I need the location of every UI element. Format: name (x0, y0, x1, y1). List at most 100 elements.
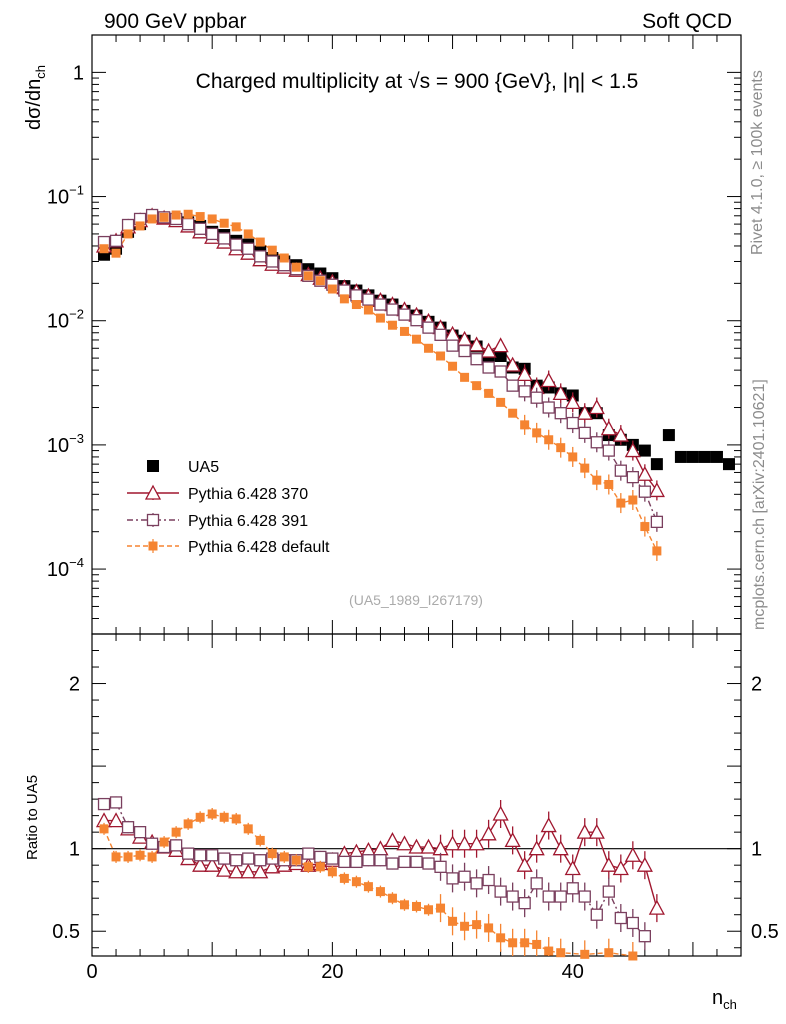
ratio-point-pdef (363, 882, 373, 892)
ratio-point-pdef (219, 812, 229, 822)
point-p370 (600, 420, 617, 436)
ratio-point-pdef (375, 887, 385, 897)
ratio-point-p391 (422, 857, 435, 870)
ratio-point-p391 (242, 852, 255, 865)
ratio-point-pdef (279, 852, 289, 862)
point-pdef (399, 326, 409, 336)
series-line-pdef (103, 213, 658, 552)
legend-label: UA5 (188, 459, 219, 476)
point-p391 (422, 321, 435, 334)
ratio-point-p370 (408, 838, 425, 854)
ratio-point-pdef (291, 855, 301, 865)
ratio-point-pdef (448, 916, 458, 926)
ratio-point-p370 (648, 899, 665, 915)
ratio-point-pdef (460, 921, 470, 931)
point-data (662, 429, 675, 442)
series-line-p391 (103, 214, 658, 523)
ratio-tick-label-right: 0.5 (751, 921, 779, 943)
point-pdef (111, 248, 121, 258)
point-pdef (303, 271, 313, 281)
ratio-point-p370 (552, 840, 569, 856)
ratio-tick-label: 2 (69, 674, 80, 696)
point-pdef (183, 209, 193, 219)
ratio-frame (91, 633, 742, 957)
point-p391 (254, 250, 267, 263)
legend-label: Pythia 6.428 default (188, 539, 330, 556)
point-p391 (650, 515, 664, 529)
point-pdef (375, 313, 385, 323)
ratio-point-p391 (133, 826, 147, 839)
ratio-point-pdef (339, 873, 349, 883)
ratio-tick-label: 1 (69, 839, 80, 861)
ratio-point-pdef (472, 920, 482, 930)
point-p391 (554, 407, 567, 420)
point-pdef (496, 397, 506, 407)
ratio-point-p391 (602, 885, 615, 898)
point-pdef (219, 218, 229, 228)
ratio-point-p370 (228, 863, 245, 879)
ratio-point-p391 (542, 890, 555, 903)
point-p370 (504, 356, 521, 372)
point-pdef (147, 214, 157, 224)
ratio-point-p391 (566, 882, 579, 895)
point-p391 (242, 242, 255, 255)
svg-text:dσ/dnch: dσ/dnch (23, 65, 48, 130)
point-p391 (482, 361, 495, 374)
point-pdef (363, 305, 373, 315)
ratio-point-p391 (97, 797, 111, 811)
ratio-point-p391 (362, 854, 375, 867)
point-pdef (628, 495, 638, 505)
ratio-point-pdef (111, 852, 121, 862)
point-p391 (206, 227, 219, 241)
point-p391 (530, 391, 543, 404)
point-pdef (123, 229, 133, 239)
point-pdef (448, 361, 458, 371)
ratio-point-pdef (243, 824, 253, 834)
legend-marker-p370 (144, 484, 162, 500)
ratio-point-pdef (231, 814, 241, 824)
ratio-point-pdef (207, 809, 217, 819)
point-p391 (578, 426, 591, 440)
ratio-point-pdef (532, 939, 542, 949)
ratio-point-p370 (216, 861, 233, 877)
y-tick-label: 10−1 (47, 183, 84, 209)
point-pdef (171, 210, 181, 220)
ratio-point-pdef (496, 933, 506, 943)
y-tick-label: 10−2 (47, 307, 84, 333)
point-p370 (516, 365, 533, 381)
point-p391 (410, 314, 423, 327)
point-p391 (518, 385, 531, 398)
point-pdef (460, 372, 470, 382)
ratio-point-p391 (614, 911, 627, 925)
ratio-tick-label-right: 1 (751, 839, 762, 861)
point-pdef (279, 253, 289, 263)
point-pdef (532, 428, 542, 438)
ratio-point-p370 (576, 823, 593, 839)
ratio-point-p370 (264, 858, 281, 874)
ratio-point-p370 (468, 835, 485, 851)
point-pdef (267, 245, 277, 255)
point-data (494, 349, 507, 362)
ratio-point-p370 (444, 835, 461, 851)
ratio-point-p391 (181, 847, 195, 860)
ratio-point-pdef (315, 862, 325, 872)
ratio-point-p391 (350, 855, 363, 869)
point-p391 (350, 289, 363, 302)
point-pdef (472, 381, 482, 391)
ratio-point-pdef (520, 938, 530, 948)
point-p391 (494, 365, 507, 378)
point-data (710, 450, 723, 463)
ratio-point-p370 (107, 812, 125, 828)
point-pdef (291, 262, 301, 272)
point-pdef (604, 479, 614, 489)
legend-marker-p391 (146, 513, 160, 527)
ratio-point-pdef (135, 850, 145, 860)
point-p370 (492, 337, 509, 353)
point-pdef (640, 522, 650, 532)
point-p391 (218, 232, 231, 245)
ratio-point-pdef (195, 812, 205, 822)
ratio-point-p370 (516, 856, 533, 872)
ratio-point-p391 (482, 873, 495, 887)
ratio-point-p391 (374, 854, 387, 867)
